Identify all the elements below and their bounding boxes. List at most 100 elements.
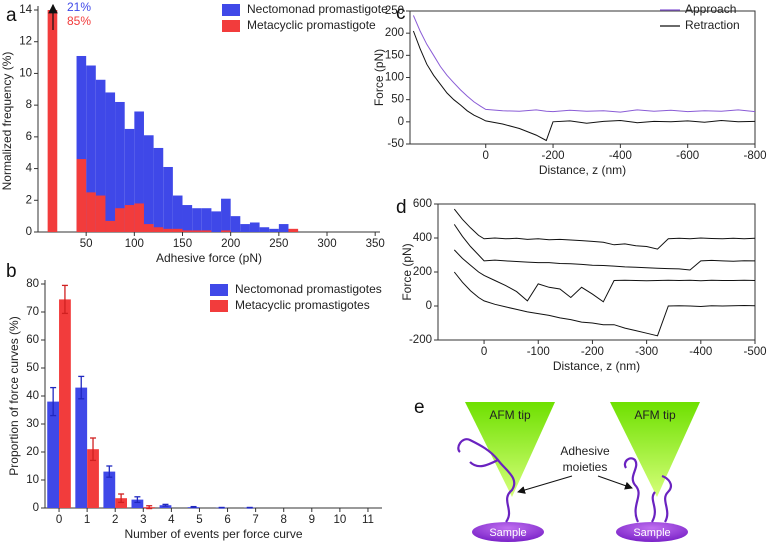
x-axis-label: Number of events per force curve	[124, 527, 302, 541]
x-tick-label: 0	[483, 150, 489, 162]
histogram-bar	[124, 205, 135, 232]
histogram-bar	[182, 230, 193, 232]
x-tick-label: 2	[112, 514, 118, 526]
callout-label: Adhesive	[560, 444, 610, 458]
x-tick-label: -300	[635, 346, 658, 358]
x-tick-label: 7	[252, 514, 258, 526]
y-tick-label: 8	[26, 99, 32, 111]
x-tick-label: -100	[527, 346, 550, 358]
y-tick-label: 12	[19, 36, 32, 48]
x-axis-label: Adhesive force (pN)	[156, 251, 262, 265]
y-axis-label: Force (pN)	[400, 243, 414, 300]
x-tick-label: 150	[173, 238, 192, 250]
histogram-bar	[192, 230, 202, 232]
y-tick-label: 4	[26, 163, 33, 175]
legend-label: Retraction	[685, 18, 740, 32]
histogram-bar	[153, 147, 164, 232]
histogram-bar	[172, 195, 183, 232]
legend-label: Nectomonad promastigotes	[235, 282, 382, 296]
histogram-bar	[221, 230, 231, 232]
panel-label: b	[6, 261, 17, 282]
x-tick-label: -600	[676, 150, 699, 162]
histogram-bar	[76, 55, 87, 232]
histogram-bar	[76, 159, 87, 232]
histogram-bar	[47, 10, 58, 232]
x-tick-label: 0	[481, 346, 487, 358]
callout-arrow	[517, 475, 573, 494]
histogram-bar	[201, 208, 212, 232]
y-tick-label: 80	[26, 278, 39, 290]
tip-label: AFM tip	[489, 408, 531, 422]
histogram-bar	[124, 128, 135, 232]
diagram: e AFM tip AFM tip Sample Sample Adhesive…	[414, 397, 700, 542]
x-tick-label: -800	[743, 150, 766, 162]
y-tick-label: 10	[26, 474, 39, 486]
x-axis-label: Distance, z (nm)	[539, 163, 626, 177]
legend-swatch	[222, 20, 240, 32]
y-tick-label: 6	[26, 131, 32, 143]
y-tick-label: 200	[385, 27, 404, 39]
histogram-bar	[163, 228, 173, 232]
y-tick-label: 70	[26, 306, 39, 318]
histogram-bar	[143, 224, 154, 232]
histogram-bar	[134, 111, 144, 232]
y-tick-label: 50	[26, 362, 39, 374]
histogram-bar	[143, 135, 154, 232]
histogram-bar	[259, 227, 270, 232]
x-tick-label: 6	[224, 514, 230, 526]
x-tick-label: 5	[196, 514, 202, 526]
sample-label: Sample	[489, 527, 526, 539]
line-series	[453, 249, 756, 303]
x-axis-label: Distance, z (nm)	[553, 359, 640, 373]
histogram-bar	[240, 224, 250, 232]
histogram-bar	[95, 79, 106, 233]
y-tick-label: 400	[413, 232, 432, 244]
legend-label: Nectomonad promastigote	[247, 2, 388, 16]
x-tick-label: 3	[140, 514, 146, 526]
histogram-bar	[278, 224, 289, 232]
histogram-bar	[211, 211, 222, 232]
x-tick-label: -400	[689, 346, 712, 358]
y-tick-label: 0	[33, 502, 39, 514]
y-tick-label: -200	[409, 334, 432, 346]
x-tick-label: 350	[366, 238, 385, 250]
x-tick-label: 1	[84, 514, 90, 526]
y-tick-label: 0	[26, 226, 32, 238]
annotation: 85%	[67, 14, 91, 28]
histogram-bar	[172, 228, 183, 232]
y-tick-label: 150	[385, 49, 404, 61]
y-tick-label: 200	[413, 266, 432, 278]
y-tick-label: 60	[26, 334, 39, 346]
x-tick-label: 0	[56, 514, 62, 526]
y-tick-label: 2	[26, 194, 32, 206]
histogram-bar	[182, 205, 193, 232]
y-axis-label: Proportion of force curves (%)	[7, 316, 21, 475]
annotation: 21%	[67, 0, 91, 14]
bar	[59, 299, 71, 508]
x-tick-label: 9	[309, 514, 315, 526]
x-tick-label: 11	[362, 514, 374, 526]
x-tick-label: 200	[221, 238, 240, 250]
x-tick-label: 250	[269, 238, 288, 250]
histogram-bar	[192, 208, 202, 232]
y-tick-label: 20	[26, 446, 39, 458]
y-tick-label: 0	[426, 300, 432, 312]
histogram-bar	[115, 208, 125, 232]
panel-label: a	[6, 5, 17, 26]
tip-label: AFM tip	[634, 408, 676, 422]
histogram-bar	[269, 228, 279, 232]
histogram-bar	[86, 192, 96, 232]
legend-label: Metacyclic promastigotes	[235, 298, 370, 312]
afm-tip	[610, 402, 700, 497]
legend-label: Approach	[685, 2, 736, 16]
y-tick-label: 250	[385, 5, 404, 17]
x-tick-label: 300	[317, 238, 336, 250]
legend-swatch	[210, 284, 228, 296]
legend-label: Metacyclic promastigote	[247, 18, 376, 32]
histogram-bar	[134, 203, 144, 232]
legend-swatch	[222, 4, 240, 16]
x-tick-label: -200	[581, 346, 604, 358]
y-tick-label: 50	[391, 94, 404, 106]
y-tick-label: 600	[413, 198, 432, 210]
